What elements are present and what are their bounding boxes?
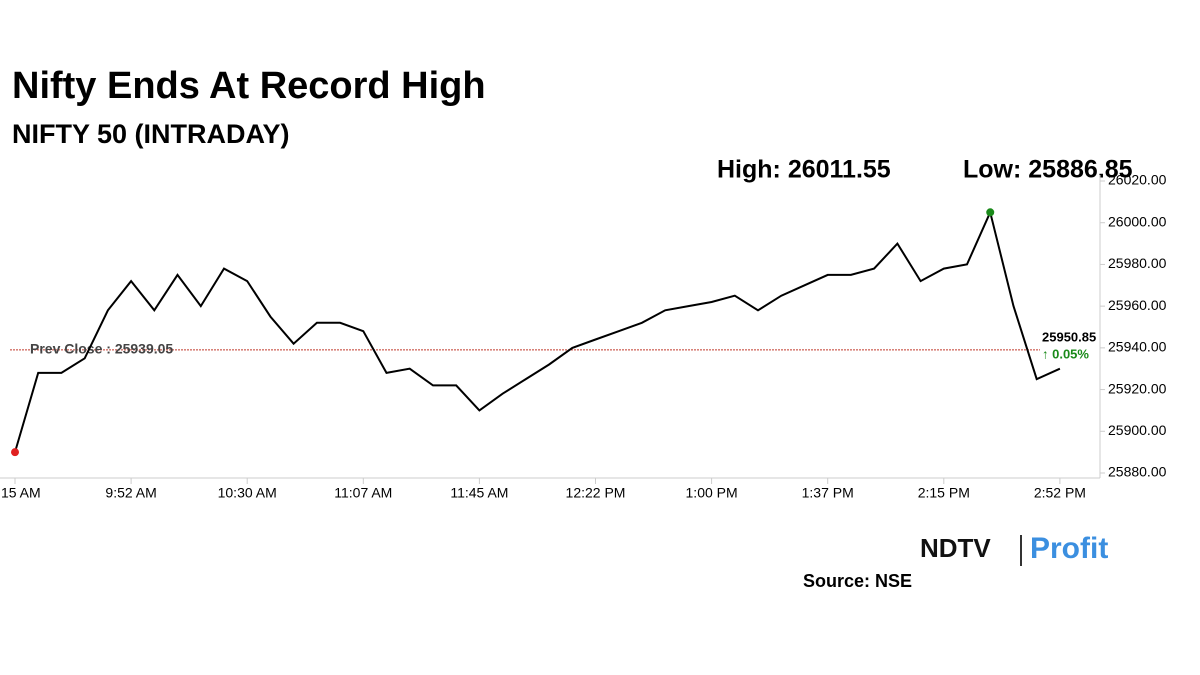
y-tick-label: 25960.00	[1108, 297, 1167, 313]
y-tick-label: 26000.00	[1108, 213, 1167, 229]
high-marker	[986, 208, 995, 217]
low-marker	[11, 448, 19, 457]
chart-title: Nifty Ends At Record High	[12, 65, 486, 107]
y-tick-label: 26020.00	[1108, 172, 1167, 188]
chart-subtitle: NIFTY 50 (INTRADAY)	[12, 119, 290, 149]
x-tick-label: 2:15 PM	[918, 485, 970, 501]
x-tick-label: 2:52 PM	[1034, 485, 1086, 501]
x-tick-label: 9:15 AM	[0, 485, 41, 501]
prev-close-label: Prev Close : 25939.05	[30, 341, 173, 357]
last-price: 25950.85	[1042, 329, 1096, 344]
x-tick-label: 9:52 AM	[105, 485, 156, 501]
y-tick-label: 25900.00	[1108, 422, 1167, 438]
y-tick-label: 25940.00	[1108, 339, 1167, 355]
x-tick-label: 11:07 AM	[334, 485, 392, 501]
x-tick-label: 1:37 PM	[802, 485, 854, 501]
x-tick-label: 10:30 AM	[218, 485, 277, 501]
source: Source: NSE	[803, 571, 912, 591]
change-label: ↑ 0.05%	[1042, 346, 1089, 361]
y-tick-label: 25880.00	[1108, 464, 1167, 480]
y-tick-label: 25980.00	[1108, 255, 1167, 271]
x-tick-label: 12:22 PM	[566, 485, 626, 501]
high-label: High: 26011.55	[717, 156, 891, 184]
low-label: Low: 25886.85	[963, 156, 1133, 184]
y-tick-label: 25920.00	[1108, 380, 1167, 396]
brand: NDTV	[920, 533, 991, 563]
x-tick-label: 11:45 AM	[450, 485, 508, 501]
product: Profit	[1030, 532, 1108, 565]
price-line	[14, 209, 1061, 453]
x-tick-label: 1:00 PM	[686, 485, 738, 501]
